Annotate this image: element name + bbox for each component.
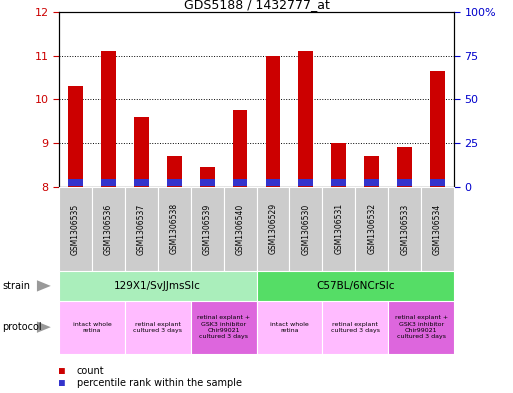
- Bar: [331, 143, 346, 187]
- Bar: [232, 179, 247, 186]
- Bar: [232, 110, 247, 187]
- Text: 129X1/SvJJmsSlc: 129X1/SvJJmsSlc: [114, 281, 201, 291]
- Text: retinal explant
cultured 3 days: retinal explant cultured 3 days: [133, 321, 182, 333]
- Bar: [397, 179, 412, 186]
- Text: GSM1306534: GSM1306534: [433, 203, 442, 255]
- Bar: [134, 179, 149, 186]
- Title: GDS5188 / 1432777_at: GDS5188 / 1432777_at: [184, 0, 329, 11]
- Bar: [430, 71, 445, 187]
- Bar: [388, 301, 454, 354]
- Bar: [266, 55, 281, 187]
- Bar: [167, 179, 182, 186]
- Bar: [364, 179, 379, 186]
- Text: GSM1306533: GSM1306533: [400, 203, 409, 255]
- Bar: [125, 301, 191, 354]
- Bar: [364, 156, 379, 187]
- Bar: [167, 156, 182, 187]
- Bar: [68, 179, 83, 186]
- Text: C57BL/6NCrSlc: C57BL/6NCrSlc: [316, 281, 394, 291]
- Bar: [92, 187, 125, 271]
- Bar: [299, 51, 313, 187]
- Text: count: count: [77, 366, 105, 376]
- Text: retinal explant +
GSK3 inhibitor
Chir99021
cultured 3 days: retinal explant + GSK3 inhibitor Chir990…: [197, 315, 250, 339]
- Bar: [322, 187, 355, 271]
- Bar: [224, 187, 256, 271]
- Bar: [289, 187, 322, 271]
- Bar: [331, 179, 346, 186]
- Bar: [200, 179, 214, 186]
- Bar: [59, 187, 92, 271]
- Text: strain: strain: [3, 281, 31, 291]
- Text: protocol: protocol: [3, 322, 42, 332]
- Bar: [256, 271, 454, 301]
- Text: GSM1306536: GSM1306536: [104, 203, 113, 255]
- Text: GSM1306531: GSM1306531: [334, 203, 343, 255]
- Text: retinal explant
cultured 3 days: retinal explant cultured 3 days: [331, 321, 380, 333]
- Text: GSM1306535: GSM1306535: [71, 203, 80, 255]
- Text: retinal explant +
GSK3 inhibitor
Chir99021
cultured 3 days: retinal explant + GSK3 inhibitor Chir990…: [394, 315, 448, 339]
- Text: GSM1306537: GSM1306537: [137, 203, 146, 255]
- Bar: [322, 301, 388, 354]
- Bar: [125, 187, 158, 271]
- Bar: [355, 187, 388, 271]
- Bar: [430, 179, 445, 186]
- Text: intact whole
retina: intact whole retina: [72, 321, 111, 333]
- Text: intact whole
retina: intact whole retina: [270, 321, 309, 333]
- Bar: [134, 117, 149, 187]
- Bar: [200, 167, 214, 187]
- Text: GSM1306539: GSM1306539: [203, 203, 212, 255]
- Text: GSM1306529: GSM1306529: [268, 203, 278, 255]
- Text: GSM1306532: GSM1306532: [367, 203, 376, 255]
- Text: GSM1306540: GSM1306540: [235, 203, 245, 255]
- Bar: [68, 86, 83, 187]
- Text: ■: ■: [59, 378, 65, 388]
- Bar: [256, 187, 289, 271]
- Bar: [388, 187, 421, 271]
- Bar: [59, 301, 125, 354]
- Bar: [101, 179, 116, 186]
- Bar: [397, 147, 412, 187]
- Bar: [59, 271, 256, 301]
- Bar: [299, 179, 313, 186]
- Bar: [191, 301, 256, 354]
- Bar: [101, 51, 116, 187]
- Text: percentile rank within the sample: percentile rank within the sample: [77, 378, 242, 388]
- Bar: [158, 187, 191, 271]
- Text: ■: ■: [59, 366, 65, 376]
- Bar: [256, 301, 322, 354]
- Bar: [266, 179, 281, 186]
- Text: GSM1306530: GSM1306530: [301, 203, 310, 255]
- Bar: [191, 187, 224, 271]
- Text: GSM1306538: GSM1306538: [170, 203, 179, 255]
- Bar: [421, 187, 454, 271]
